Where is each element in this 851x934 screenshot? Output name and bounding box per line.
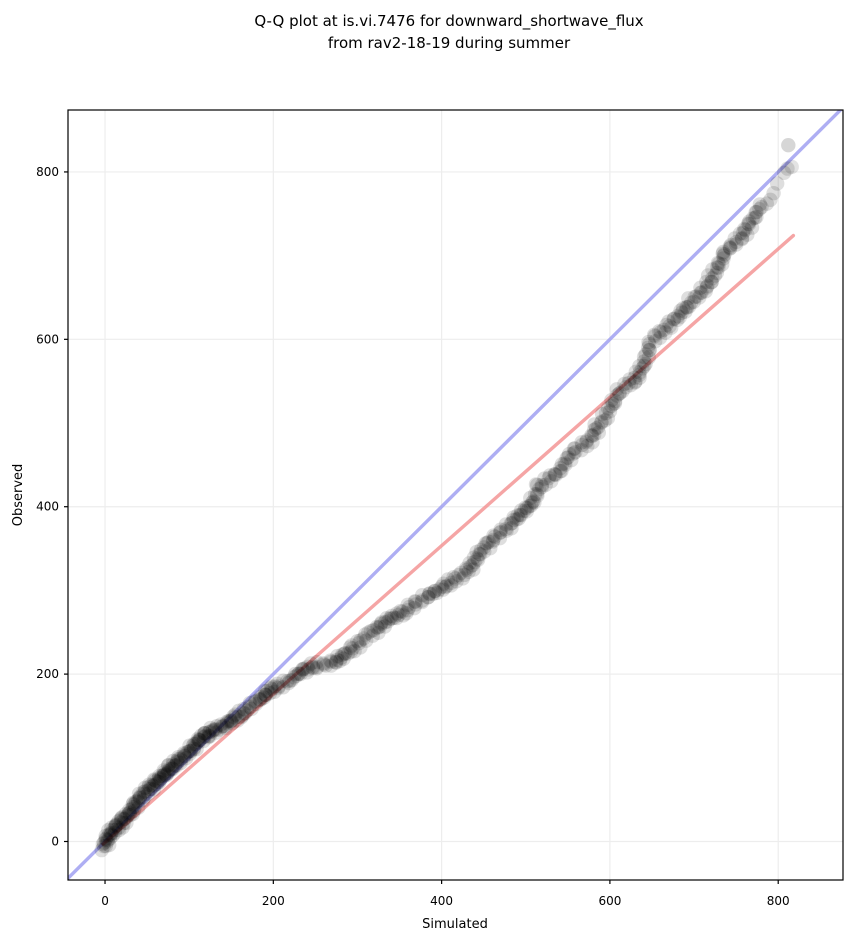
identity-line: [68, 110, 843, 880]
x-tick-label: 800: [767, 894, 790, 908]
x-axis-label: Simulated: [422, 917, 488, 932]
qq-outlier-point: [781, 138, 796, 153]
x-tick-label: 0: [101, 894, 109, 908]
x-tick-label: 400: [430, 894, 453, 908]
y-tick-label: 800: [36, 165, 59, 179]
tick-layer: 0 200 400 600 800 0 200 400 600 800: [36, 165, 790, 908]
y-tick-label: 0: [51, 835, 59, 849]
chart-title-line1: Q-Q plot at is.vi.7476 for downward_shor…: [254, 12, 643, 31]
qq-outlier-point: [776, 165, 792, 180]
qq-outlier-point: [784, 159, 799, 175]
reference-lines-layer: [68, 110, 843, 880]
x-tick-label: 600: [598, 894, 621, 908]
y-tick-label: 600: [36, 332, 59, 346]
plot-border: [67, 109, 844, 881]
x-tick-label: 200: [262, 894, 285, 908]
y-axis-label: Observed: [11, 464, 26, 527]
y-tick-label: 400: [36, 500, 59, 514]
y-tick-label: 200: [36, 667, 59, 681]
chart-title-line2: from rav2-18-19 during summer: [328, 34, 571, 52]
fit-line: [101, 233, 796, 846]
qq-outlier-point: [780, 161, 795, 176]
qq-scatter-series: [94, 138, 799, 858]
grid-layer: [68, 110, 843, 880]
